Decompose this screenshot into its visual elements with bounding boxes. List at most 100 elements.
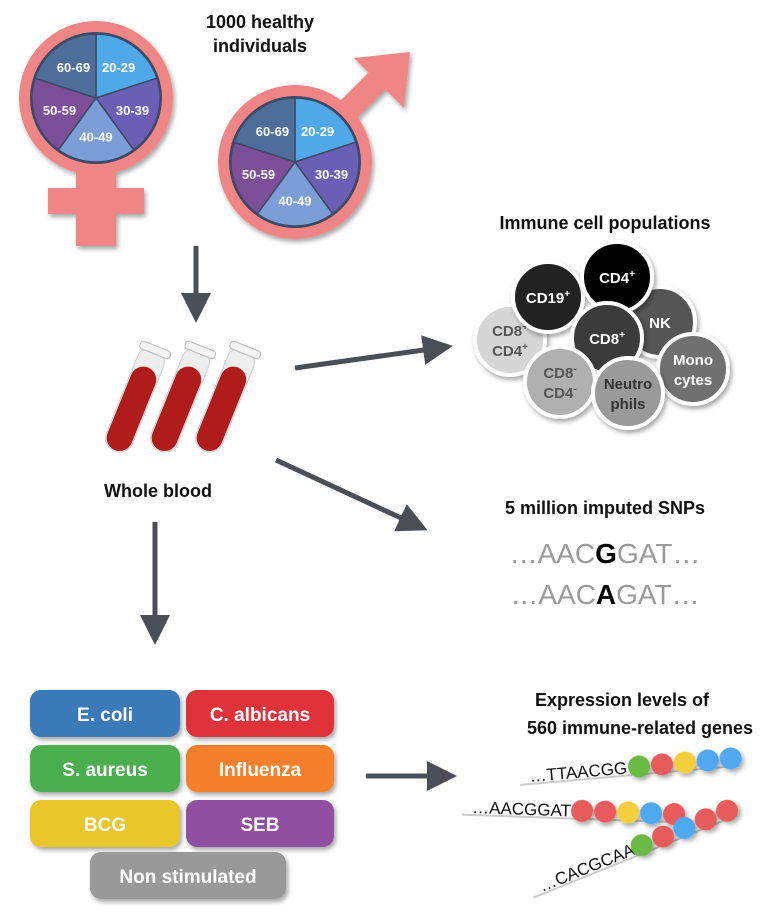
cell-label-text: CD8 [543,365,573,382]
cell-label-text: CD19 [526,290,564,307]
strand-sequence: …TTAACGG [529,759,628,786]
stimulus-box [186,690,334,737]
snp-suffix: GAT… [617,538,700,569]
arrow-to-cells [294,335,453,371]
cell-label-text: Mono [673,352,713,369]
cell-circle [511,260,585,334]
pie-slice [233,97,296,164]
female-age-label: 60-69 [57,60,90,75]
svg-text:…AACGGAT…: …AACGGAT… [510,538,701,569]
cell-monocytes: Mono cytes [656,332,730,406]
cell-label: CD19+ [526,289,570,307]
cell-label: CD8+ [492,322,528,340]
arrow-to-snps [274,457,428,532]
cell-cd4: CD4+ [580,240,654,314]
stimulus-bcg: BCG [30,800,180,847]
expression-bead [630,834,653,857]
cell-label-sup: + [522,342,528,353]
stimulus-s-aureus: S. aureus [30,745,180,792]
stimulus-non-stimulated: Non stimulated [90,852,286,899]
stimulus-box [186,800,334,847]
expression-bead [650,753,673,776]
cell-label-text: CD8 [492,323,522,340]
expression-bead [719,747,742,770]
stimulus-label: C. albicans [210,705,310,726]
stimulus-box [30,690,180,737]
stimuli-grid: E. coli C. albicans S. aureus Influenza BCG S… [30,690,334,899]
flow-arrows [140,246,457,791]
cell-label-sup: - [573,364,576,375]
male-age-label: 50-59 [242,167,275,182]
pie-slice [256,160,334,227]
expression-strand: …AACGGAT [461,798,686,826]
pie-slice [94,77,161,151]
blood-tubes [105,340,262,453]
expression-bead [673,816,696,839]
expression-bead [694,808,717,831]
cell-label: CD4+ [599,269,635,287]
male-age-label: 20-29 [301,124,334,139]
individuals-title-line2: individuals [213,36,307,56]
cell-label: cytes [674,372,712,389]
expression-strands: …TTAACGG …AACGGAT …CACGCAA [461,747,742,899]
cell-label-sup: + [619,330,625,341]
cell-circle [656,332,730,406]
cell-label-sup: + [522,322,528,333]
cell-label: CD4+ [492,342,528,360]
cell-label: phils [610,396,645,413]
stimulus-box [30,745,180,792]
cell-label-text: CD8 [589,331,619,348]
stimulus-c-albicans: C. albicans [186,690,334,737]
whole-blood-label: Whole blood [104,481,212,501]
cell-label-text: cytes [674,372,712,389]
expression-bead [628,755,651,778]
pie-slice [294,97,357,164]
blood-tube [195,340,262,453]
snp-prefix: …AAC [510,538,596,569]
pie-slice [31,77,98,151]
immune-cells-title: Immune cell populations [499,213,710,233]
cell-label-sup: + [629,269,635,280]
cell-neutrophils: Neutro phils [591,356,665,430]
expression-bead [716,799,739,822]
cell-label-text: CD4 [492,343,523,360]
cell-label: NK [649,315,671,332]
snp-prefix: …AAC [510,579,596,610]
expression-bead [673,751,696,774]
immune-cell-cluster: CD8+CD4+CD19+NKCD4+CD8+CD8-CD4-Monocytes… [473,240,730,430]
cell-cd8-cd4-neg: CD8-CD4- [523,345,597,419]
snp-sequence: …AACGGAT… [510,538,701,569]
pie-slice [95,33,158,100]
pie-slice [293,141,360,215]
cell-circle [591,356,665,430]
blood-tube [105,340,172,453]
cell-label-sup: - [573,384,576,395]
cell-label: Neutro [604,376,652,393]
male-age-label: 40-49 [278,193,311,208]
expression-bead [696,749,719,772]
snp-suffix: GAT… [616,579,699,610]
female-age-label: 20-29 [102,60,135,75]
snp-variant: G [595,538,617,569]
male-age-label: 30-39 [315,167,348,182]
pie-slice [230,141,297,215]
stimulus-box [90,852,286,899]
expression-bead [617,801,640,824]
snp-sequence: …AACAGAT… [510,579,699,610]
stimulus-label: SEB [240,815,279,836]
expression-title-line2: 560 immune-related genes [527,718,753,738]
cell-label-text: phils [610,396,645,413]
cell-label-sup: + [564,289,570,300]
svg-text:…AACAGAT…: …AACAGAT… [510,579,699,610]
individuals-title-line1: 1000 healthy [206,12,314,32]
cell-label: CD4- [543,384,576,402]
expression-bead [652,825,675,848]
expression-bead [640,802,663,825]
expression-strand: …TTAACGG [520,747,742,786]
cell-label-text: NK [649,315,671,332]
expression-bead [571,799,594,822]
